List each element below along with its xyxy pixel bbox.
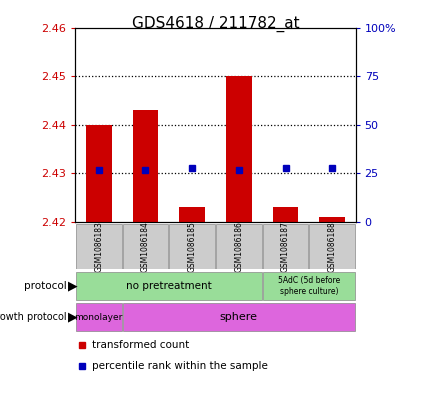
Bar	[76, 224, 121, 269]
Bar	[225, 76, 251, 222]
Text: protocol: protocol	[24, 281, 67, 291]
Bar	[132, 110, 158, 222]
Text: ▶: ▶	[68, 311, 78, 324]
Text: GSM1086187: GSM1086187	[280, 221, 289, 272]
Text: GDS4618 / 211782_at: GDS4618 / 211782_at	[132, 16, 298, 32]
Bar	[76, 303, 121, 331]
Bar	[309, 224, 354, 269]
Bar	[319, 217, 344, 222]
Bar	[215, 224, 261, 269]
Text: monolayer: monolayer	[74, 313, 123, 322]
Bar	[122, 224, 168, 269]
Bar	[86, 125, 111, 222]
Text: 5AdC (5d before
sphere culture): 5AdC (5d before sphere culture)	[277, 276, 339, 296]
Bar	[169, 224, 215, 269]
Bar	[76, 272, 261, 300]
Text: GSM1086185: GSM1086185	[187, 221, 196, 272]
Bar	[179, 208, 205, 222]
Text: GSM1086183: GSM1086183	[94, 221, 103, 272]
Bar	[272, 208, 298, 222]
Text: GSM1086186: GSM1086186	[234, 221, 243, 272]
Text: transformed count: transformed count	[92, 340, 189, 350]
Bar	[122, 303, 354, 331]
Bar	[262, 272, 354, 300]
Text: GSM1086184: GSM1086184	[141, 221, 150, 272]
Text: percentile rank within the sample: percentile rank within the sample	[92, 362, 267, 371]
Text: sphere: sphere	[219, 312, 257, 322]
Text: GSM1086188: GSM1086188	[327, 221, 336, 272]
Bar	[262, 224, 308, 269]
Text: no pretreatment: no pretreatment	[126, 281, 211, 291]
Text: growth protocol: growth protocol	[0, 312, 67, 322]
Text: ▶: ▶	[68, 279, 78, 292]
